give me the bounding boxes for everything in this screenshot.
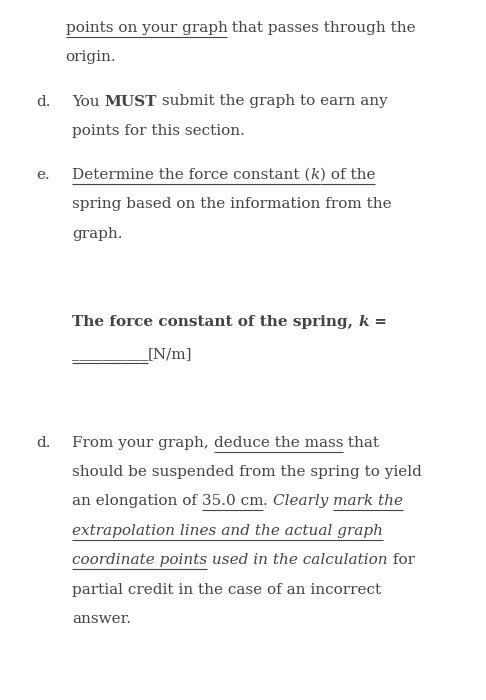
Text: answer.: answer.	[72, 612, 131, 626]
Text: Clearly: Clearly	[273, 494, 333, 508]
Text: an elongation of: an elongation of	[72, 494, 202, 508]
Text: __________: __________	[72, 347, 148, 361]
Text: [N/m]: [N/m]	[148, 347, 192, 361]
Text: should be suspended from the spring to yield: should be suspended from the spring to y…	[72, 465, 422, 479]
Text: From your graph,: From your graph,	[72, 435, 213, 449]
Text: .: .	[263, 494, 273, 508]
Text: MUST: MUST	[104, 94, 157, 108]
Text: points on your graph: points on your graph	[66, 21, 227, 35]
Text: k: k	[310, 168, 320, 182]
Text: spring based on the information from the: spring based on the information from the	[72, 197, 392, 211]
Text: used in the calculation: used in the calculation	[207, 553, 388, 567]
Text: submit the graph to earn any: submit the graph to earn any	[157, 94, 387, 108]
Text: extrapolation lines and the actual graph: extrapolation lines and the actual graph	[72, 524, 383, 538]
Text: d.: d.	[36, 94, 51, 108]
Text: points for this section.: points for this section.	[72, 124, 245, 138]
Text: origin.: origin.	[66, 50, 116, 64]
Text: coordinate points: coordinate points	[72, 553, 207, 567]
Text: You: You	[72, 94, 104, 108]
Text: d.: d.	[36, 435, 51, 449]
Text: deduce the mass: deduce the mass	[213, 435, 343, 449]
Text: mark the: mark the	[333, 494, 403, 508]
Text: that: that	[343, 435, 379, 449]
Text: partial credit in the case of an incorrect: partial credit in the case of an incorre…	[72, 582, 381, 596]
Text: The force constant of the spring,: The force constant of the spring,	[72, 315, 358, 329]
Text: Determine the force constant (: Determine the force constant (	[72, 168, 310, 182]
Text: that passes through the: that passes through the	[227, 21, 416, 35]
Text: for: for	[388, 553, 415, 567]
Text: k: k	[358, 315, 369, 329]
Text: graph.: graph.	[72, 227, 122, 241]
Text: ) of the: ) of the	[320, 168, 375, 182]
Text: 35.0 cm: 35.0 cm	[202, 494, 263, 508]
Text: =: =	[369, 315, 387, 329]
Text: e.: e.	[36, 168, 50, 182]
